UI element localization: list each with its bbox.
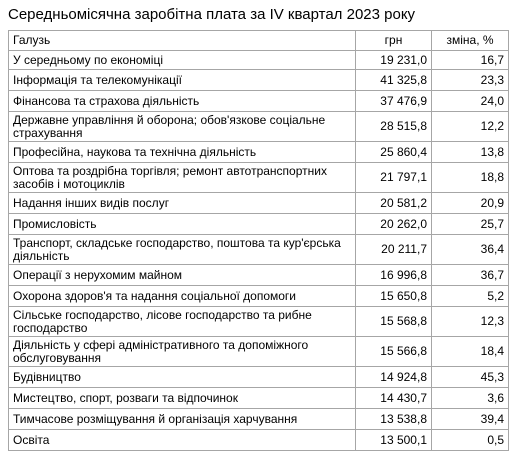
row-change: 23,3 — [431, 69, 509, 91]
row-name: Тимчасове розміщування й організація хар… — [8, 408, 356, 430]
row-change: 16,7 — [431, 50, 509, 70]
row-name: Промисловість — [8, 213, 356, 235]
row-uah: 15 566,8 — [355, 336, 432, 367]
row-uah: 37 476,9 — [355, 90, 432, 112]
table-row: Освіта 13 500,1 0,5 — [8, 429, 509, 451]
table-row: Сільське господарство, лісове господарст… — [8, 306, 509, 337]
row-change: 36,4 — [431, 234, 509, 265]
row-name: У середньому по економіці — [8, 50, 356, 70]
row-name: Охорона здоров'я та надання соціальної д… — [8, 285, 356, 307]
row-change: 13,8 — [431, 141, 509, 163]
row-uah: 13 538,8 — [355, 408, 432, 430]
row-name: Інформація та телекомунікації — [8, 69, 356, 91]
row-name: Освіта — [8, 429, 356, 451]
row-change: 36,7 — [431, 264, 509, 286]
row-uah: 20 581,2 — [355, 192, 432, 214]
row-change: 18,8 — [431, 162, 509, 193]
row-change: 39,4 — [431, 408, 509, 430]
table-row: Транспорт, складське господарство, пошто… — [8, 234, 509, 265]
table-row-average: У середньому по економіці 19 231,0 16,7 — [8, 50, 509, 70]
row-uah: 14 430,7 — [355, 387, 432, 409]
row-uah: 41 325,8 — [355, 69, 432, 91]
row-name: Будівництво — [8, 366, 356, 388]
table-row: Охорона здоров'я та надання соціальної д… — [8, 285, 509, 307]
table-row: Мистецтво, спорт, розваги та відпочинок 1… — [8, 387, 509, 409]
header-industry: Галузь — [8, 30, 356, 51]
row-change: 18,4 — [431, 336, 509, 367]
header-uah: грн — [355, 30, 432, 51]
row-uah: 25 860,4 — [355, 141, 432, 163]
row-uah: 14 924,8 — [355, 366, 432, 388]
row-uah: 15 650,8 — [355, 285, 432, 307]
row-change: 3,6 — [431, 387, 509, 409]
row-name: Фінансова та страхова діяльність — [8, 90, 356, 112]
table-row: Професійна, наукова та технічна діяльніс… — [8, 141, 509, 163]
table-row: Фінансова та страхова діяльність 37 476,9… — [8, 90, 509, 112]
row-name: Сільське господарство, лісове господарст… — [8, 306, 356, 337]
row-uah: 15 568,8 — [355, 306, 432, 337]
table-row: Діяльність у сфері адміністративного та … — [8, 336, 509, 367]
table-row: Операції з нерухомим майном 16 996,8 36,7 — [8, 264, 509, 286]
row-uah: 20 262,0 — [355, 213, 432, 235]
table-row: Інформація та телекомунікації 41 325,8 23,… — [8, 69, 509, 91]
row-uah: 16 996,8 — [355, 264, 432, 286]
row-name: Мистецтво, спорт, розваги та відпочинок — [8, 387, 356, 409]
row-change: 24,0 — [431, 90, 509, 112]
row-change: 20,9 — [431, 192, 509, 214]
row-change: 5,2 — [431, 285, 509, 307]
row-change: 25,7 — [431, 213, 509, 235]
row-name: Транспорт, складське господарство, пошто… — [8, 234, 356, 265]
row-change: 12,2 — [431, 111, 509, 142]
row-change: 0,5 — [431, 429, 509, 451]
row-name: Діяльність у сфері адміністративного та … — [8, 336, 356, 367]
table-row: Оптова та роздрібна торгівля; ремонт авт… — [8, 162, 509, 193]
table-row: Промисловість 20 262,0 25,7 — [8, 213, 509, 235]
table-row: Державне управління й оборона; обов'язко… — [8, 111, 509, 142]
row-uah: 28 515,8 — [355, 111, 432, 142]
row-name: Державне управління й оборона; обов'язко… — [8, 111, 356, 142]
table-row: Будівництво 14 924,8 45,3 — [8, 366, 509, 388]
row-name: Оптова та роздрібна торгівля; ремонт авт… — [8, 162, 356, 193]
table-row: Тимчасове розміщування й організація хар… — [8, 408, 509, 430]
row-uah: 13 500,1 — [355, 429, 432, 451]
table-row: Надання інших видів послуг 20 581,2 20,9 — [8, 192, 509, 214]
row-uah: 20 211,7 — [355, 234, 432, 265]
header-change: зміна, % — [431, 30, 509, 51]
row-name: Надання інших видів послуг — [8, 192, 356, 214]
page-title: Середньомісячна заробітна плата за IV кв… — [8, 6, 416, 23]
row-uah: 19 231,0 — [355, 50, 432, 70]
row-name: Операції з нерухомим майном — [8, 264, 356, 286]
row-uah: 21 797,1 — [355, 162, 432, 193]
row-name: Професійна, наукова та технічна діяльніс… — [8, 141, 356, 163]
row-change: 12,3 — [431, 306, 509, 337]
salary-table: Галузь грн зміна, % У середньому по екон… — [8, 30, 509, 451]
row-change: 45,3 — [431, 366, 509, 388]
table-header-row: Галузь грн зміна, % — [8, 30, 509, 51]
